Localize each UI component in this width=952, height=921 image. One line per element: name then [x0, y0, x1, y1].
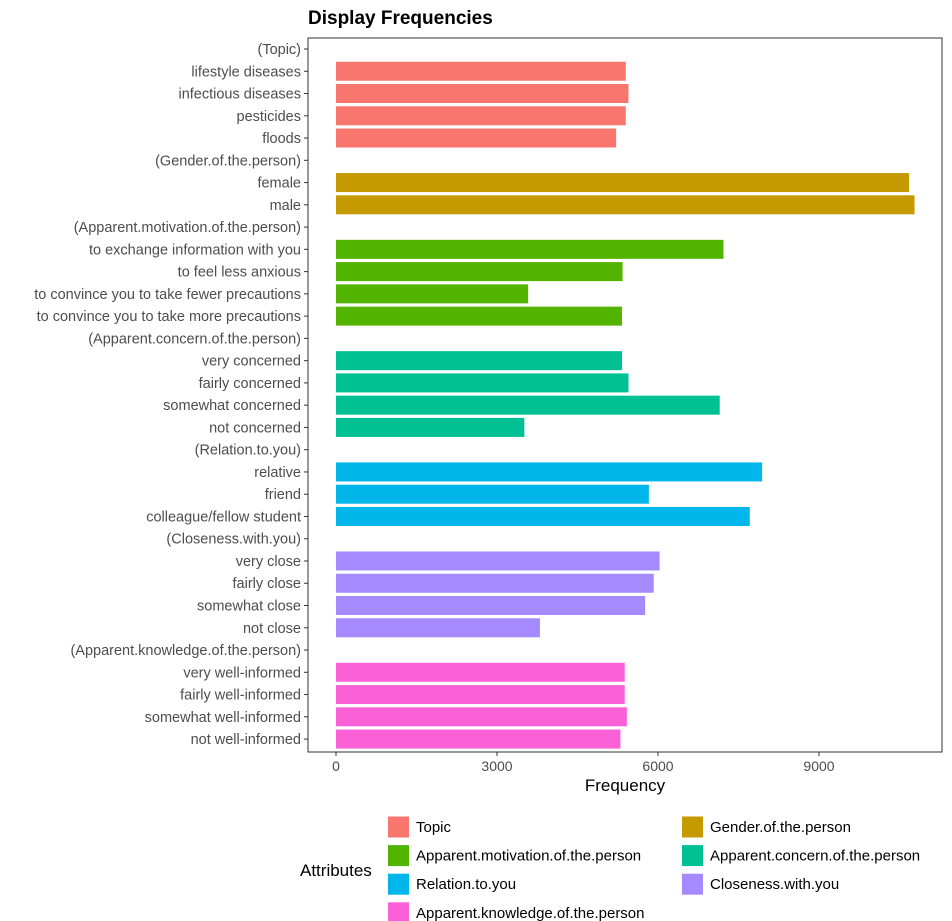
legend-label: Relation.to.you: [416, 876, 516, 893]
category-label: floods: [262, 131, 301, 147]
bar: [336, 351, 623, 371]
bar: [336, 128, 617, 148]
bar: [336, 551, 660, 571]
category-label: very concerned: [202, 354, 301, 370]
bar: [336, 106, 626, 126]
bar: [336, 484, 649, 504]
bars: [336, 61, 915, 749]
chart-title: Display Frequencies: [308, 8, 493, 29]
category-label: to feel less anxious: [178, 265, 301, 281]
category-label: very close: [236, 554, 301, 570]
bar: [336, 685, 625, 705]
category-label: female: [257, 176, 301, 192]
bar: [336, 373, 629, 393]
bar: [336, 596, 646, 615]
category-label: male: [270, 198, 301, 214]
group-header-label: (Topic): [257, 42, 301, 58]
category-label: very well-informed: [183, 665, 301, 681]
category-label: infectious diseases: [178, 87, 301, 103]
category-label: lifestyle diseases: [191, 64, 301, 80]
group-header-label: (Closeness.with.you): [166, 532, 301, 548]
category-label: fairly concerned: [199, 376, 301, 392]
bar: [336, 462, 763, 482]
bar: [336, 707, 627, 727]
category-label: somewhat concerned: [163, 398, 301, 414]
bar: [336, 84, 629, 104]
legend-label: Apparent.concern.of.the.person: [710, 848, 920, 865]
category-label: not close: [243, 621, 301, 637]
category-labels: (Topic) lifestyle diseases infectious dise…: [34, 42, 308, 748]
legend-key: [682, 816, 703, 838]
legend-key: [388, 873, 409, 895]
legend-key: [388, 902, 409, 921]
legend-label: Closeness.with.you: [710, 876, 839, 893]
bar: [336, 195, 915, 215]
category-label: not well-informed: [191, 732, 301, 748]
category-label: to convince you to take more precautions: [37, 309, 301, 325]
legend-key: [388, 845, 409, 867]
bar: [336, 173, 910, 193]
category-label: colleague/fellow student: [146, 509, 301, 525]
bar: [336, 239, 724, 259]
category-label: fairly close: [233, 576, 302, 592]
legend: Attributes Topic Gender.of.the.person Appa…: [300, 816, 920, 921]
group-header-label: (Gender.of.the.person): [155, 153, 301, 169]
bar: [336, 506, 750, 526]
category-label: friend: [265, 487, 301, 503]
legend-label: Apparent.motivation.of.the.person: [416, 848, 641, 865]
category-label: pesticides: [237, 109, 301, 125]
bar: [336, 573, 654, 593]
bar: [336, 662, 625, 682]
group-header-label: (Apparent.motivation.of.the.person): [74, 220, 301, 236]
group-header-label: (Relation.to.you): [195, 443, 301, 459]
category-label: to convince you to take fewer precaution…: [34, 287, 301, 303]
category-label: somewhat well-informed: [145, 710, 301, 726]
bar: [336, 284, 529, 304]
legend-title: Attributes: [300, 861, 372, 880]
category-label: somewhat close: [197, 599, 301, 615]
x-axis-title: Frequency: [585, 776, 666, 795]
x-tick-label: 0: [332, 758, 340, 774]
x-tick-label: 3000: [481, 758, 512, 774]
x-axis-ticks: 0 3000 6000 9000: [332, 752, 835, 774]
bar: [336, 61, 626, 81]
legend-key: [388, 816, 409, 838]
bar: [336, 395, 720, 415]
legend-key: [682, 845, 703, 867]
bar: [336, 306, 623, 326]
legend-key: [682, 873, 703, 895]
bar: [336, 262, 623, 282]
x-tick-label: 6000: [642, 758, 673, 774]
bar: [336, 618, 540, 638]
category-label: relative: [254, 465, 301, 481]
x-tick-label: 9000: [803, 758, 834, 774]
legend-label: Apparent.knowledge.of.the.person: [416, 905, 645, 921]
legend-label: Gender.of.the.person: [710, 819, 851, 836]
bar: [336, 417, 525, 437]
category-label: to exchange information with you: [89, 242, 301, 258]
group-header-label: (Apparent.concern.of.the.person): [88, 331, 301, 347]
category-label: fairly well-informed: [180, 688, 301, 704]
category-label: not concerned: [209, 420, 301, 436]
bar: [336, 729, 621, 749]
group-header-label: (Apparent.knowledge.of.the.person): [70, 643, 301, 659]
legend-label: Topic: [416, 819, 452, 836]
